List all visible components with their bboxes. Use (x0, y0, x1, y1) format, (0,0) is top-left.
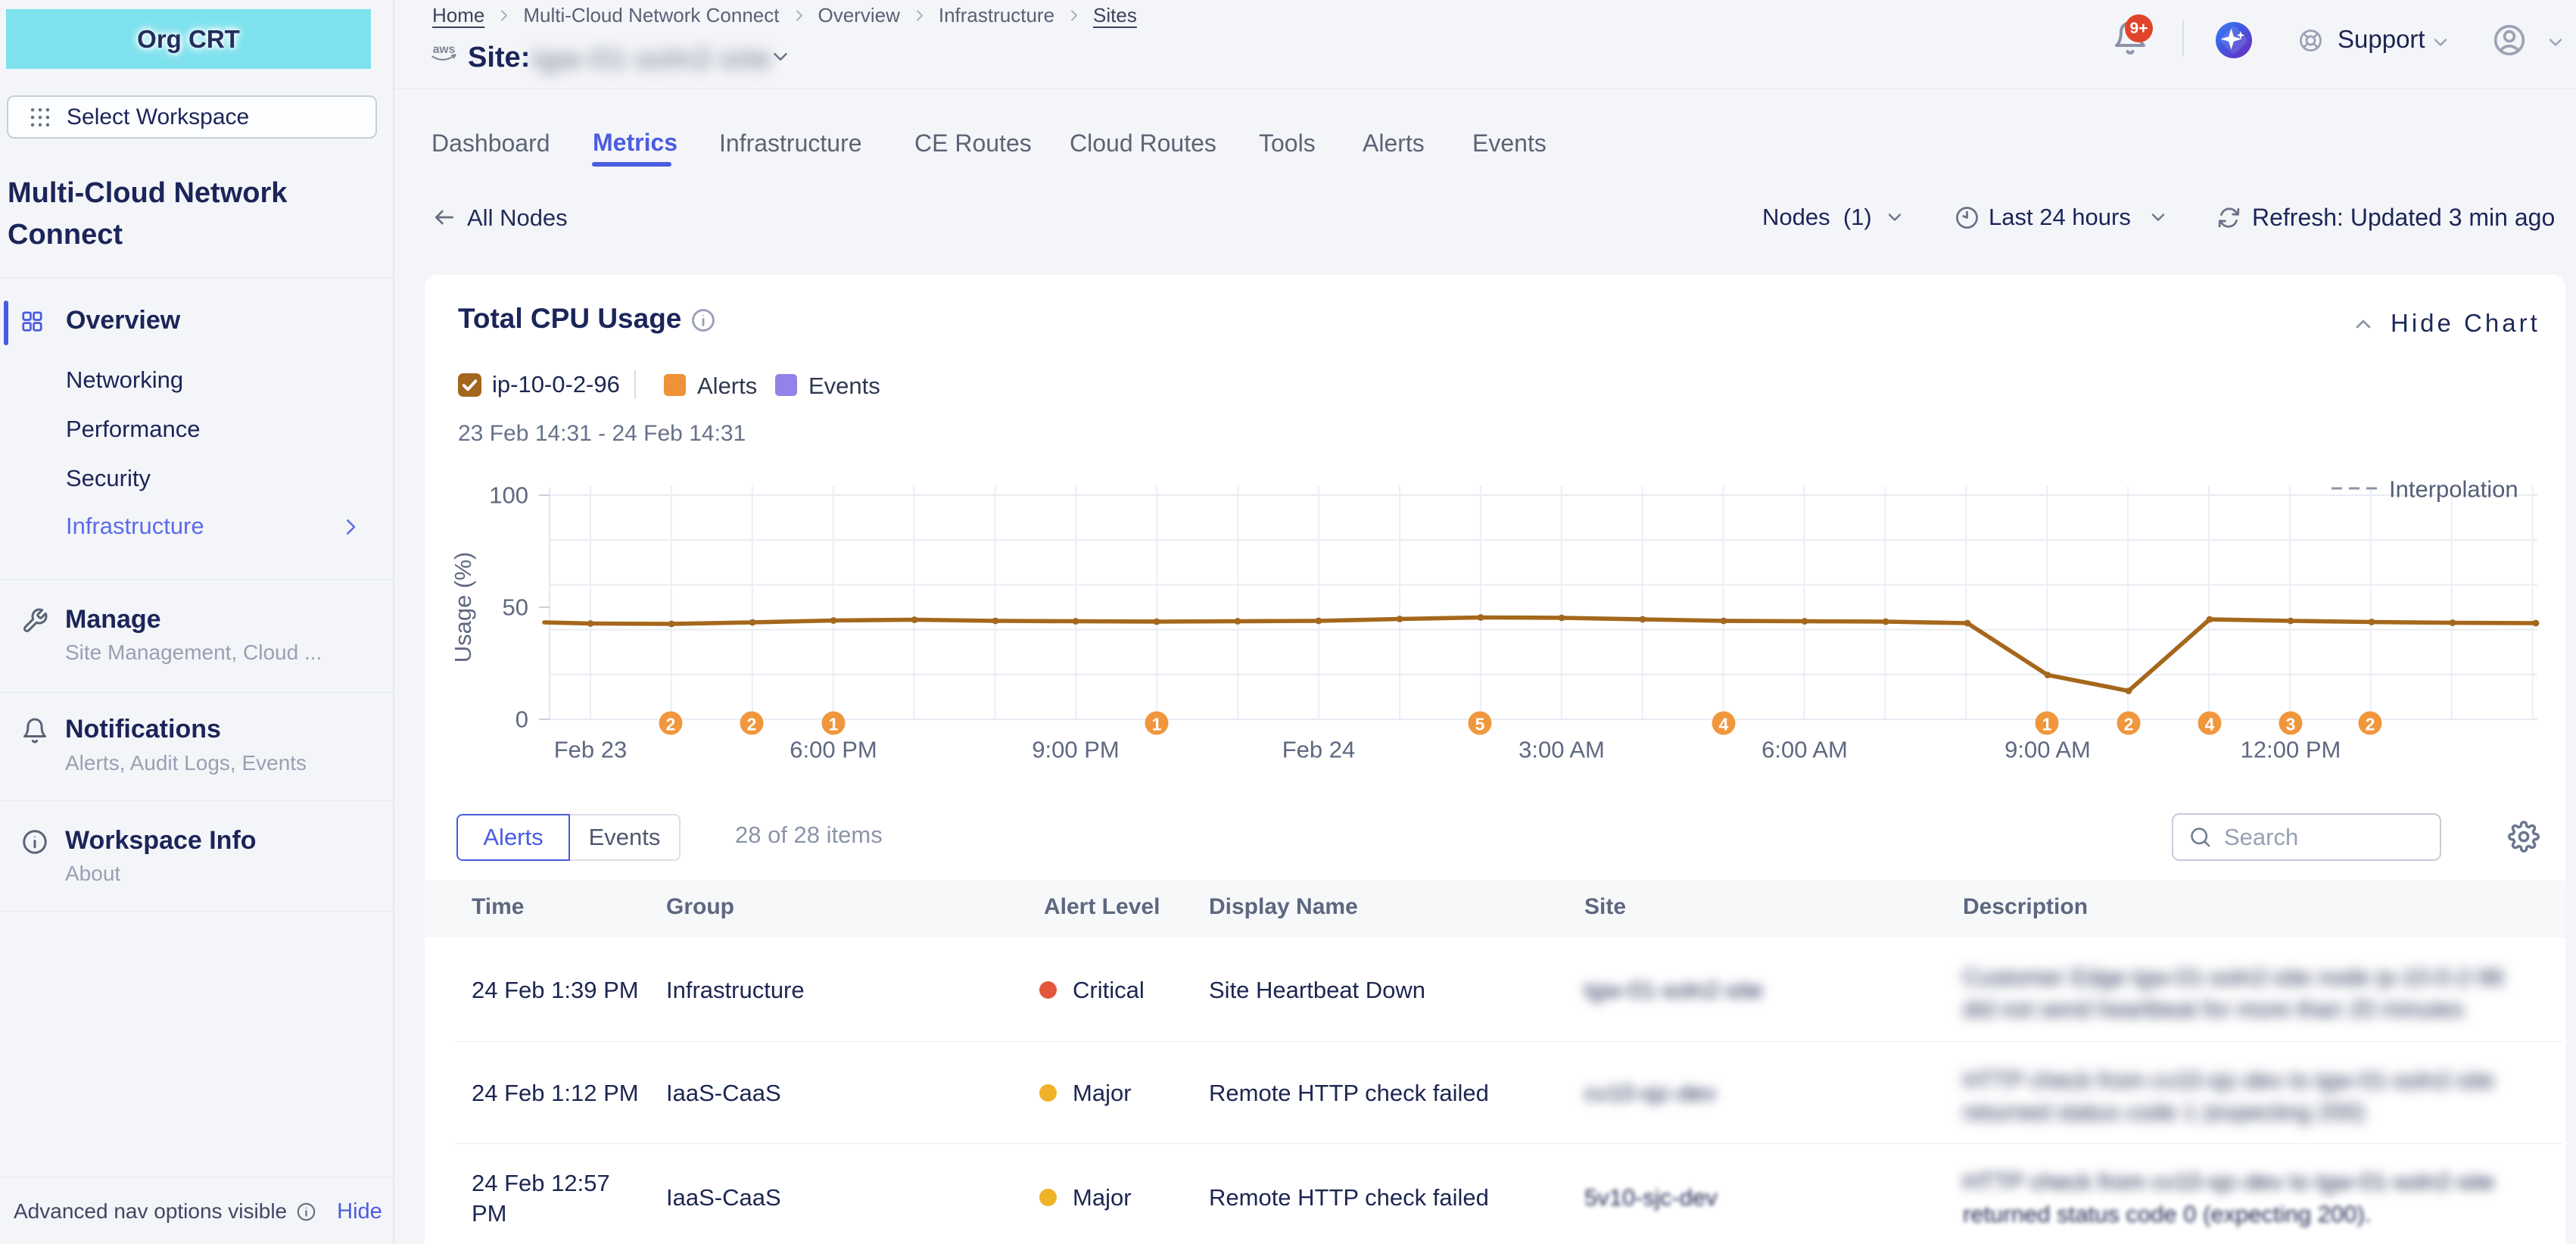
svg-text:Usage (%): Usage (%) (450, 552, 476, 663)
svg-text:aws: aws (433, 43, 456, 56)
svg-text:0: 0 (516, 706, 528, 733)
svg-text:9:00 PM: 9:00 PM (1032, 737, 1119, 763)
svg-text:2: 2 (747, 715, 757, 734)
svg-text:2: 2 (2366, 715, 2375, 734)
svg-text:50: 50 (503, 594, 528, 621)
svg-text:Interpolation: Interpolation (2389, 476, 2518, 503)
svg-text:12:00 PM: 12:00 PM (2241, 737, 2341, 763)
svg-text:100: 100 (489, 482, 528, 509)
svg-text:1: 1 (829, 715, 839, 734)
svg-text:4: 4 (1719, 715, 1729, 734)
svg-text:Feb 23: Feb 23 (554, 737, 628, 763)
svg-text:1: 1 (2042, 715, 2052, 734)
svg-text:9:00 AM: 9:00 AM (2004, 737, 2091, 763)
svg-text:5: 5 (1475, 715, 1485, 734)
svg-text:Feb 24: Feb 24 (1282, 737, 1356, 763)
svg-text:6:00 PM: 6:00 PM (790, 737, 877, 763)
svg-text:4: 4 (2205, 715, 2215, 734)
svg-text:3: 3 (2286, 715, 2296, 734)
svg-text:1: 1 (1152, 715, 1162, 734)
svg-text:3:00 AM: 3:00 AM (1519, 737, 1605, 763)
svg-text:2: 2 (2124, 715, 2134, 734)
svg-text:2: 2 (666, 715, 676, 734)
svg-text:6:00 AM: 6:00 AM (1761, 737, 1848, 763)
